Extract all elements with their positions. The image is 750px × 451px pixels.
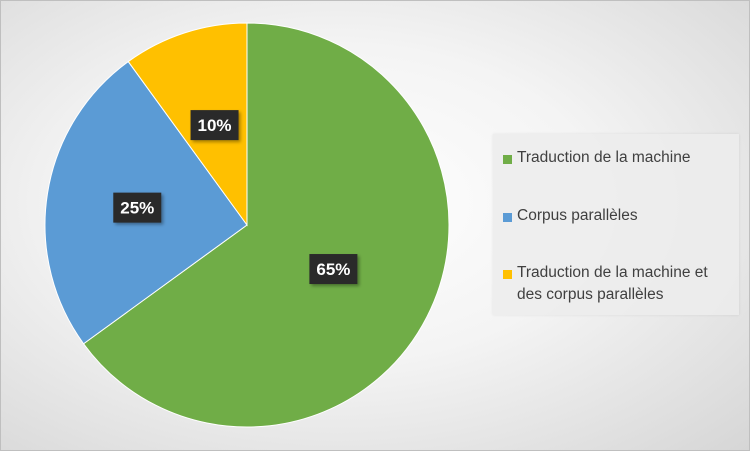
legend-item-machine-translation: Traduction de la machine	[503, 149, 733, 169]
legend: Traduction de la machine Corpus parallèl…	[493, 134, 739, 315]
data-label-box	[113, 192, 162, 223]
legend-swatch-yellow	[503, 270, 512, 279]
legend-swatch-green	[503, 155, 512, 164]
data-label-text: 65%	[316, 260, 350, 279]
legend-swatch-blue	[503, 213, 512, 222]
pie-slice-machine-translation	[82, 22, 450, 428]
legend-label: Traduction de la machine et des corpus p…	[517, 264, 708, 303]
pie-data-labels: 65% 25% 10%	[113, 110, 358, 285]
legend-label: Traduction de la machine	[517, 149, 691, 166]
legend-item-machine-translation-and-corpora: Traduction de la machine et des corpus p…	[503, 264, 733, 306]
data-label-machine-translation-and-corpora: 10%	[190, 110, 239, 141]
legend-label: Corpus parallèles	[517, 207, 638, 224]
data-label-text: 10%	[198, 116, 232, 135]
pie-slice-machine-translation-and-corpora	[127, 22, 248, 227]
data-label-parallel-corpora: 25%	[113, 192, 162, 223]
legend-item-parallel-corpora: Corpus parallèles	[503, 207, 733, 227]
data-label-text: 25%	[120, 199, 154, 218]
data-label-box	[309, 254, 358, 285]
pie-slices	[44, 22, 450, 428]
data-label-box	[190, 110, 239, 141]
data-label-machine-translation: 65%	[309, 254, 358, 285]
